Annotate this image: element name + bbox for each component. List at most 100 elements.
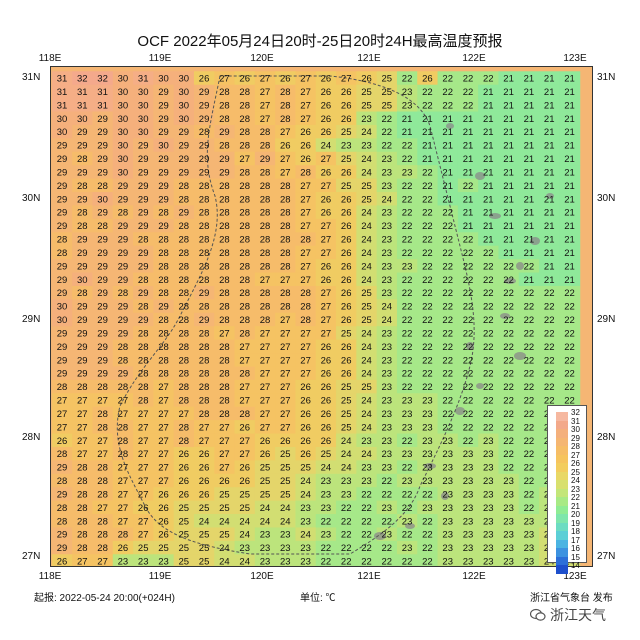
temperature-value: 30: [77, 114, 88, 125]
temperature-value: 25: [260, 489, 271, 500]
legend-label: 29: [571, 433, 580, 443]
temperature-value: 22: [422, 342, 433, 353]
heat-cell: [457, 487, 479, 502]
heat-cell: [254, 554, 276, 567]
temperature-value: 28: [280, 248, 291, 259]
temperature-value: 22: [503, 409, 514, 420]
heat-cell: [173, 124, 195, 139]
temperature-value: 29: [138, 248, 149, 259]
temperature-value: 29: [77, 328, 88, 339]
temperature-value: 26: [321, 167, 332, 178]
heat-cell: [133, 433, 154, 448]
heat-cell: [133, 111, 154, 126]
island: [530, 237, 540, 245]
temperature-value: 27: [260, 328, 271, 339]
temperature-value: 21: [503, 181, 514, 192]
heat-cell: [295, 178, 317, 193]
heat-cell: [173, 165, 195, 180]
heat-cell: [539, 84, 560, 99]
temperature-value: 22: [321, 557, 332, 568]
temperature-value: 25: [219, 489, 230, 500]
temperature-value: 23: [402, 261, 413, 272]
temperature-value: 22: [544, 369, 555, 380]
heat-cell: [356, 285, 378, 300]
heat-cell: [153, 540, 175, 555]
temperature-value: 28: [179, 436, 190, 447]
temperature-value: 22: [422, 382, 433, 393]
heat-cell: [295, 446, 317, 461]
temperature-value: 28: [219, 369, 230, 380]
heat-cell: [214, 379, 236, 394]
heat-cell: [193, 554, 215, 567]
heat-cell: [153, 500, 175, 515]
temperature-value: 27: [280, 355, 291, 366]
temperature-value: 22: [402, 328, 413, 339]
heat-cell: [72, 514, 94, 529]
heat-cell: [437, 178, 459, 193]
heat-cell: [518, 138, 540, 153]
heat-cell: [92, 500, 114, 515]
temperature-value: 28: [260, 288, 271, 299]
temperature-value: 32: [77, 74, 88, 85]
heat-cell: [336, 124, 357, 139]
heat-cell: [478, 151, 500, 166]
temperature-value: 21: [564, 275, 575, 286]
temperature-value: 26: [179, 489, 190, 500]
heat-cell: [356, 433, 378, 448]
temperature-value: 22: [524, 409, 535, 420]
heat-cell: [376, 326, 398, 341]
temperature-value: 28: [77, 530, 88, 541]
temperature-value: 27: [239, 396, 250, 407]
heat-cell: [92, 165, 114, 180]
heat-cell: [51, 500, 73, 515]
temperature-value: 23: [422, 409, 433, 420]
heat-cell: [51, 205, 73, 220]
temperature-value: 22: [382, 516, 393, 527]
temperature-value: 21: [483, 141, 494, 152]
heat-cell: [214, 540, 236, 555]
heat-cell: [417, 232, 439, 247]
heat-cell: [417, 393, 439, 408]
heat-cell: [478, 540, 500, 555]
heat-cell: [356, 138, 378, 153]
heat-cell: [295, 245, 317, 260]
island: [466, 342, 474, 350]
heat-cell: [234, 151, 256, 166]
heat-cell: [173, 339, 195, 354]
temperature-value: 21: [564, 154, 575, 165]
island: [476, 383, 484, 389]
heat-cell: [153, 71, 175, 86]
heat-cell: [356, 527, 378, 542]
temperature-value: 27: [280, 167, 291, 178]
temperature-value: 23: [422, 449, 433, 460]
temperature-value: 23: [321, 530, 332, 541]
heat-cell: [376, 299, 398, 314]
temperature-value: 26: [341, 315, 352, 326]
temperature-value: 22: [483, 422, 494, 433]
temperature-value: 29: [118, 235, 129, 246]
temperature-value: 25: [158, 543, 169, 554]
temperature-value: 22: [483, 409, 494, 420]
temperature-value: 29: [77, 261, 88, 272]
heat-cell: [396, 540, 418, 555]
legend-label: 26: [571, 459, 580, 468]
heat-cell: [539, 353, 560, 368]
heat-cell: [112, 245, 134, 260]
heat-cell: [539, 285, 560, 300]
heat-cell: [112, 366, 134, 381]
temperature-value: 28: [199, 261, 210, 272]
heat-cell: [92, 487, 114, 502]
temperature-value: 23: [382, 369, 393, 380]
temperature-value: 29: [97, 328, 108, 339]
heat-cell: [275, 98, 297, 113]
temperature-value: 28: [300, 288, 311, 299]
temperature-value: 23: [321, 503, 332, 514]
legend-swatch: [556, 548, 568, 557]
heat-cell: [214, 433, 236, 448]
temperature-value: 28: [260, 302, 271, 313]
heat-cell: [275, 218, 297, 233]
heat-cell: [559, 312, 581, 327]
heat-cell: [153, 312, 175, 327]
heat-cell: [92, 420, 114, 435]
temperature-value: 21: [524, 114, 535, 125]
